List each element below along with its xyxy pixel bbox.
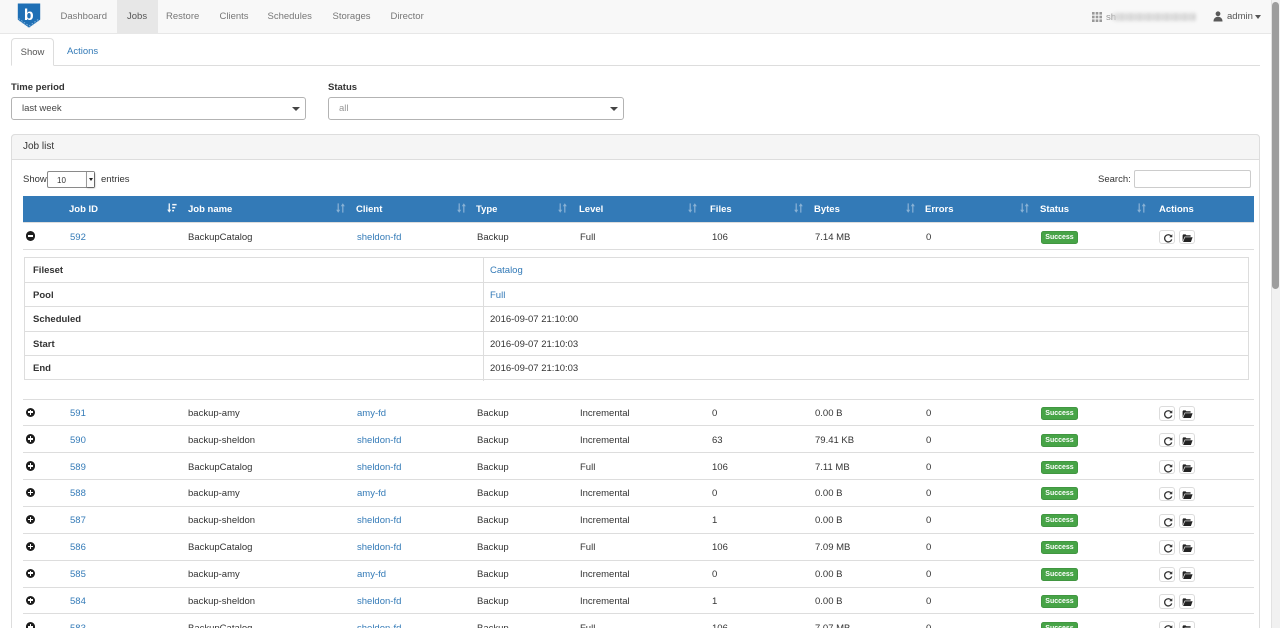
svg-text:b: b <box>24 7 34 24</box>
